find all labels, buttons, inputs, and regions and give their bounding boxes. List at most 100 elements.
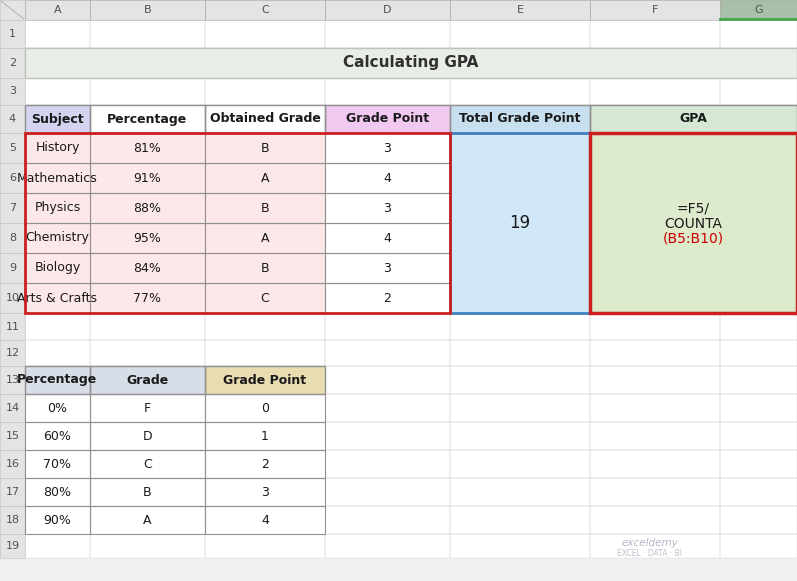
Text: 4: 4 (261, 514, 269, 526)
Bar (90, 105, 205, 133)
Bar (450, 0, 590, 20)
Text: 19: 19 (509, 214, 531, 232)
Bar (25, 223, 90, 253)
Bar (590, 450, 720, 478)
Bar (90, 366, 205, 394)
Bar (90, 534, 205, 558)
Bar (205, 366, 325, 394)
Bar (205, 283, 325, 313)
Bar (25, 105, 90, 133)
Text: 2: 2 (9, 58, 16, 68)
Bar (90, 133, 205, 163)
Text: 0%: 0% (48, 401, 68, 414)
Text: (B5:B10): (B5:B10) (663, 232, 724, 246)
Text: Percentage: Percentage (18, 374, 97, 386)
Bar (90, 366, 205, 394)
Text: 70%: 70% (44, 457, 72, 471)
Bar (0, 133, 25, 163)
Bar (205, 163, 325, 193)
Text: 6: 6 (9, 173, 16, 183)
Bar (720, 253, 797, 283)
Bar (450, 163, 590, 193)
Bar (590, 20, 720, 48)
Bar (205, 450, 325, 478)
Bar (325, 105, 450, 133)
Bar (0, 20, 25, 48)
Bar (325, 366, 450, 394)
Bar (720, 133, 797, 163)
Bar (205, 450, 325, 478)
Bar (90, 422, 205, 450)
Bar (90, 48, 205, 78)
Bar (205, 163, 325, 193)
Bar (325, 313, 450, 340)
Bar (450, 313, 590, 340)
Bar (205, 422, 325, 450)
Bar (0, 48, 25, 78)
Bar (205, 313, 325, 340)
Bar (0, 366, 25, 394)
Bar (325, 422, 450, 450)
Bar (720, 283, 797, 313)
Text: D: D (143, 429, 152, 443)
Bar (90, 506, 205, 534)
Bar (25, 534, 90, 558)
Bar (205, 283, 325, 313)
Bar (325, 48, 450, 78)
Bar (325, 193, 450, 223)
Text: exceldemy: exceldemy (622, 538, 678, 548)
Bar (205, 78, 325, 105)
Text: 8: 8 (9, 233, 16, 243)
Bar (0, 478, 25, 506)
Bar (90, 193, 205, 223)
Text: 12: 12 (6, 348, 20, 358)
Bar (325, 223, 450, 253)
Bar (25, 163, 90, 193)
Bar (90, 340, 205, 366)
Bar (205, 105, 325, 133)
Bar (25, 283, 90, 313)
Bar (450, 506, 590, 534)
Bar (720, 283, 797, 313)
Bar (720, 394, 797, 422)
Text: Calculating GPA: Calculating GPA (344, 56, 479, 70)
Bar (205, 105, 325, 133)
Text: 1: 1 (9, 29, 16, 39)
Bar (325, 133, 450, 163)
Text: COUNTA: COUNTA (665, 217, 723, 231)
Bar (205, 478, 325, 506)
Bar (325, 105, 450, 133)
Bar (205, 193, 325, 223)
Bar (590, 534, 720, 558)
Bar (25, 0, 90, 20)
Bar (720, 313, 797, 340)
Bar (0, 48, 25, 78)
Text: A: A (261, 171, 269, 185)
Bar (205, 422, 325, 450)
Bar (325, 394, 450, 422)
Bar (0, 450, 25, 478)
Bar (325, 78, 450, 105)
Bar (325, 283, 450, 313)
Text: B: B (143, 5, 151, 15)
Bar (205, 394, 325, 422)
Bar (325, 163, 450, 193)
Bar (450, 163, 590, 193)
Text: Grade Point: Grade Point (346, 113, 429, 125)
Bar (205, 506, 325, 534)
Bar (90, 394, 205, 422)
Text: 4: 4 (9, 114, 16, 124)
Bar (90, 193, 205, 223)
Bar (25, 534, 90, 558)
Bar (90, 394, 205, 422)
Bar (0, 534, 25, 558)
Bar (590, 366, 720, 394)
Bar (205, 366, 325, 394)
Bar (205, 313, 325, 340)
Bar (720, 223, 797, 253)
Bar (25, 450, 90, 478)
Bar (450, 20, 590, 48)
Bar (0, 105, 25, 133)
Bar (25, 450, 90, 478)
Bar (0, 223, 25, 253)
